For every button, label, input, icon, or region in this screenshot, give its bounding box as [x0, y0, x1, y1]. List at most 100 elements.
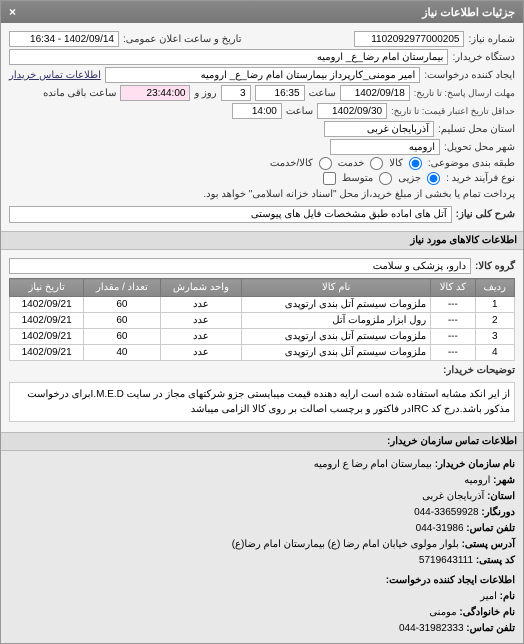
table-cell: 3 — [475, 329, 514, 345]
c-phone-label: تلفن تماس: — [466, 523, 515, 534]
c-org: بیمارستان امام رضا ع ارومیه — [314, 459, 432, 470]
c-lname-label: نام خانوادگی: — [459, 607, 515, 618]
table-row: 3---ملزومات سیستم آتل بندی ارتوپدیعدد601… — [10, 329, 515, 345]
creator-field: امیر مومنی_کارپرداز بیمارستان امام رضا_ع… — [105, 67, 420, 83]
table-header: تاریخ نیاز — [10, 279, 84, 297]
c-city-label: شهر: — [493, 475, 515, 486]
province-label: استان محل تسلیم: — [438, 124, 515, 135]
c-name: امیر — [480, 591, 497, 602]
desc-field: آتل های اماده طبق مشخصات فایل های پیوستی — [9, 206, 452, 223]
c-province-label: استان: — [487, 491, 515, 502]
table-cell: 40 — [84, 345, 160, 361]
table-cell: ملزومات سیستم آتل بندی ارتوپدی — [242, 329, 431, 345]
process-note: پرداخت تمام یا بخشی از مبلغ خرید،از محل … — [203, 189, 515, 200]
group-label: گروه کالا: — [475, 261, 515, 272]
days-label: روز و — [194, 88, 216, 99]
checkbox-treasury[interactable] — [323, 172, 336, 185]
table-cell: 1402/09/21 — [10, 297, 84, 313]
opt-goods: کالا — [389, 158, 403, 169]
city-label: شهر محل تحویل: — [444, 142, 515, 153]
contact-section-title: اطلاعات تماس سازمان خریدار: — [1, 432, 523, 451]
category-label: طبقه بندی موضوعی: — [428, 158, 515, 169]
contact-area: نام سازمان خریدار: بیمارستان امام رضا ع … — [1, 451, 523, 643]
time-label-1: ساعت — [309, 88, 336, 99]
city-field: ارومیه — [330, 139, 440, 155]
table-cell: 4 — [475, 345, 514, 361]
days-field: 3 — [221, 85, 251, 101]
opt-small: جزیی — [398, 173, 421, 184]
opt-medium: متوسط — [342, 173, 373, 184]
radio-goods[interactable] — [409, 157, 422, 170]
deadline-label: مهلت ارسال پاسخ: تا تاریخ: — [414, 88, 515, 99]
table-cell: 1402/09/21 — [10, 345, 84, 361]
desc-label: شرح کلی نیاز: — [456, 209, 515, 220]
table-header: نام کالا — [242, 279, 431, 297]
radio-service[interactable] — [370, 157, 383, 170]
c-lname: مومنی — [429, 607, 456, 618]
req-no-label: شماره نیاز: — [468, 34, 515, 45]
table-header: ردیف — [475, 279, 514, 297]
creator-label: ایجاد کننده درخواست: — [424, 70, 515, 81]
table-cell: 60 — [84, 297, 160, 313]
c-postal-label: کد پستی: — [476, 555, 515, 566]
table-cell: 2 — [475, 313, 514, 329]
radio-medium[interactable] — [379, 172, 392, 185]
c-name-label: نام: — [500, 591, 515, 602]
pub-datetime-field: 1402/09/14 - 16:34 — [9, 31, 119, 47]
radio-small[interactable] — [427, 172, 440, 185]
table-row: 4---ملزومات سیستم آتل بندی ارتوپدیعدد401… — [10, 345, 515, 361]
table-cell: ملزومات سیستم آتل بندی ارتوپدی — [242, 345, 431, 361]
table-header: تعداد / مقدار — [84, 279, 160, 297]
opt-goods-service: کالا/خدمت — [270, 158, 313, 169]
table-cell: --- — [431, 329, 475, 345]
province-field: آذربایجان غربی — [324, 121, 434, 137]
pub-datetime-label: تاریخ و ساعت اعلان عمومی: — [123, 34, 242, 45]
c-postal: 5719643111 — [419, 555, 473, 566]
c-org-label: نام سازمان خریدار: — [435, 459, 515, 470]
opt-service: خدمت — [338, 158, 365, 169]
req-no-field: 1102092977000205 — [354, 31, 464, 47]
c-address: بلوار مولوی خیابان امام رضا (ع) بیمارستا… — [232, 539, 459, 550]
table-cell: 60 — [84, 313, 160, 329]
items-section-title: اطلاعات کالاهای مورد نیاز — [1, 231, 523, 250]
items-table: ردیفکد کالانام کالاواحد شمارشتعداد / مقد… — [9, 278, 515, 361]
time-label-2: ساعت — [286, 106, 313, 117]
buyer-org-label: دستگاه خریدار: — [452, 52, 515, 63]
table-cell: --- — [431, 345, 475, 361]
remain-time-field: 23:44:00 — [120, 85, 190, 101]
close-icon[interactable]: × — [9, 5, 16, 19]
c-city: ارومیه — [464, 475, 490, 486]
c-address-label: آدرس پستی: — [462, 539, 515, 550]
validity-time-field: 14:00 — [232, 103, 282, 119]
table-cell: عدد — [160, 329, 242, 345]
table-header: واحد شمارش — [160, 279, 242, 297]
table-cell: ملزومات سیستم آتل بندی ارتوپدی — [242, 297, 431, 313]
validity-date-field: 1402/09/30 — [317, 103, 387, 119]
deadline-date-field: 1402/09/18 — [340, 85, 410, 101]
c-fax-label: دورنگار: — [481, 507, 515, 518]
form-area: شماره نیاز: 1102092977000205 تاریخ و ساع… — [1, 23, 523, 231]
c-cphone: 31982333-044 — [399, 623, 464, 634]
table-cell: عدد — [160, 297, 242, 313]
notes-box: از ایر انکد مشابه استفاده شده است ارایه … — [9, 382, 515, 422]
notes-label: توضیحات خریدار: — [443, 365, 515, 376]
creator-section-title: اطلاعات ایجاد کننده درخواست: — [9, 573, 515, 589]
c-province: آذربایجان غربی — [422, 491, 484, 502]
table-row: 2---رول ابزار ملزومات آتلعدد601402/09/21 — [10, 313, 515, 329]
buyer-org-field: بیمارستان امام رضا_ع_ ارومیه — [9, 49, 448, 65]
radio-goods-service[interactable] — [319, 157, 332, 170]
panel-header: جزئیات اطلاعات نیاز × — [1, 1, 523, 23]
remain-label: ساعت باقی مانده — [43, 88, 116, 99]
table-cell: رول ابزار ملزومات آتل — [242, 313, 431, 329]
c-fax: 33659928-044 — [414, 507, 479, 518]
table-cell: 1402/09/21 — [10, 313, 84, 329]
main-panel: جزئیات اطلاعات نیاز × شماره نیاز: 110209… — [0, 0, 524, 644]
table-row: 1---ملزومات سیستم آتل بندی ارتوپدیعدد601… — [10, 297, 515, 313]
contact-info-link[interactable]: اطلاعات تماس خریدار — [9, 70, 101, 81]
table-cell: --- — [431, 297, 475, 313]
validity-label: حداقل تاریخ اعتبار قیمت: تا تاریخ: — [391, 106, 515, 117]
process-label: نوع فرآیند خرید : — [446, 173, 515, 184]
table-cell: عدد — [160, 313, 242, 329]
c-phone: 31986-044 — [416, 523, 464, 534]
c-cphone-label: تلفن تماس: — [466, 623, 515, 634]
